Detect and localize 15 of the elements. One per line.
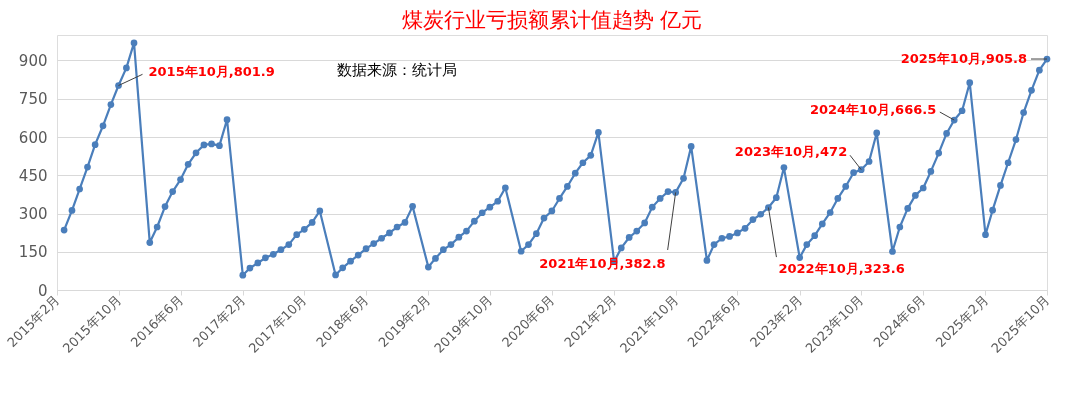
y-tick-label: 150: [18, 243, 48, 262]
chart-title: 煤炭行业亏损额累计值趋势 亿元: [401, 8, 703, 32]
annotation: 2025年10月,905.8: [900, 51, 1027, 67]
y-tick-label: 300: [18, 205, 48, 223]
annotation: 2023年10月,472: [734, 143, 848, 159]
annotation: 2022年10月,323.6: [778, 261, 905, 277]
y-tick-label: 450: [18, 166, 48, 185]
y-tick-label: 0: [37, 281, 48, 300]
annotation: 数据来源：统计局: [337, 61, 457, 79]
y-tick-label: 900: [18, 52, 48, 70]
annotation: 2021年10月,382.8: [539, 256, 666, 272]
annotation: 2015年10月,801.9: [148, 63, 275, 79]
annotation: 2024年10月,666.5: [809, 102, 937, 118]
y-tick-label: 750: [18, 90, 48, 109]
y-tick-label: 600: [18, 128, 48, 147]
